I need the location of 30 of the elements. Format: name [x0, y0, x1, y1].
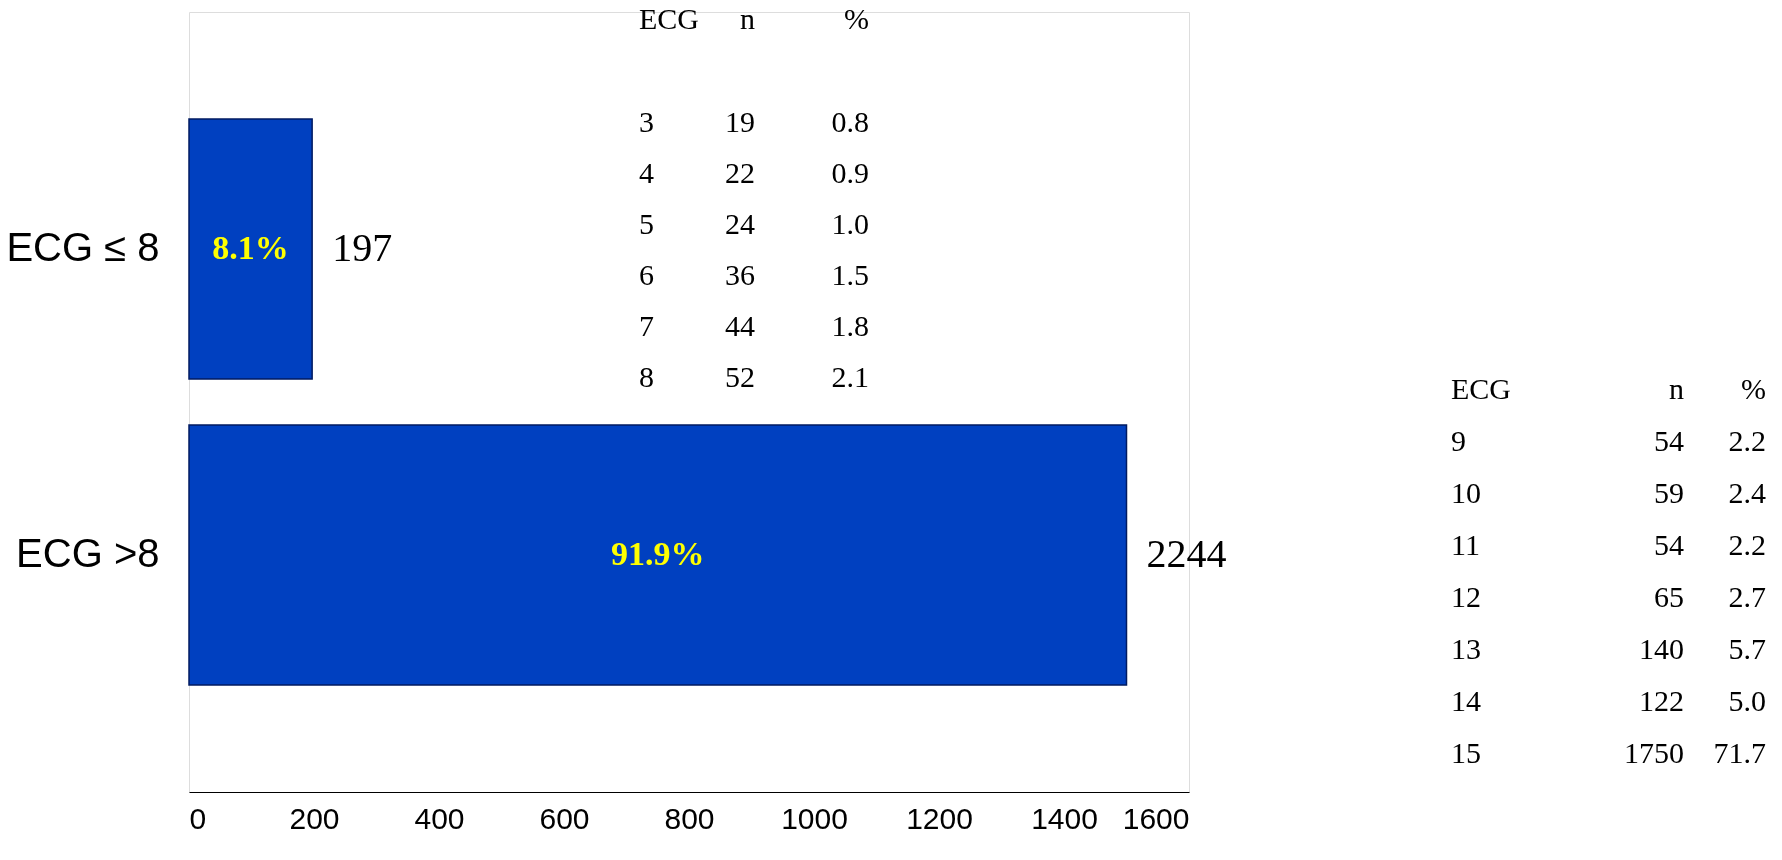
- text: 10 59 2.4: [1451, 476, 1766, 509]
- x-tick-label: 1600: [1122, 801, 1190, 835]
- x-tick-label: 0: [189, 801, 207, 835]
- text: ECG n %: [1451, 372, 1766, 405]
- text: 8 52 2.1: [639, 360, 869, 393]
- y-tick-label: ECG >8: [16, 530, 160, 575]
- text: 4 22 0.9: [639, 156, 869, 189]
- annotation: 197: [332, 225, 393, 271]
- text: 5 24 1.0: [639, 207, 869, 240]
- x-tick-label: 600: [539, 801, 590, 835]
- y-tick-label: ECG ≤ 8: [6, 225, 160, 270]
- text: ECG n %: [639, 2, 869, 35]
- text: 6 36 1.5: [639, 258, 869, 291]
- x-tick-label: 1400: [1031, 801, 1098, 835]
- text: 9 54 2.2: [1451, 424, 1766, 457]
- text: 15 1750 71.7: [1451, 736, 1766, 769]
- x-tick-label: 400: [414, 801, 465, 835]
- text: 13 140 5.7: [1451, 632, 1766, 665]
- annotation: 2244: [1146, 530, 1227, 576]
- text: 3 19 0.8: [639, 105, 869, 138]
- text: 11 54 2.2: [1451, 528, 1766, 561]
- text: 14 122 5.0: [1451, 684, 1766, 717]
- text: 12 65 2.7: [1451, 580, 1766, 613]
- annotation: 8.1%: [212, 229, 289, 267]
- annotation: 91.9%: [611, 534, 705, 572]
- x-tick-label: 1200: [906, 801, 973, 835]
- text: 7 44 1.8: [639, 309, 869, 342]
- x-tick-label: 800: [664, 801, 715, 835]
- x-tick-label: 1000: [781, 801, 848, 835]
- x-tick-label: 200: [289, 801, 340, 835]
